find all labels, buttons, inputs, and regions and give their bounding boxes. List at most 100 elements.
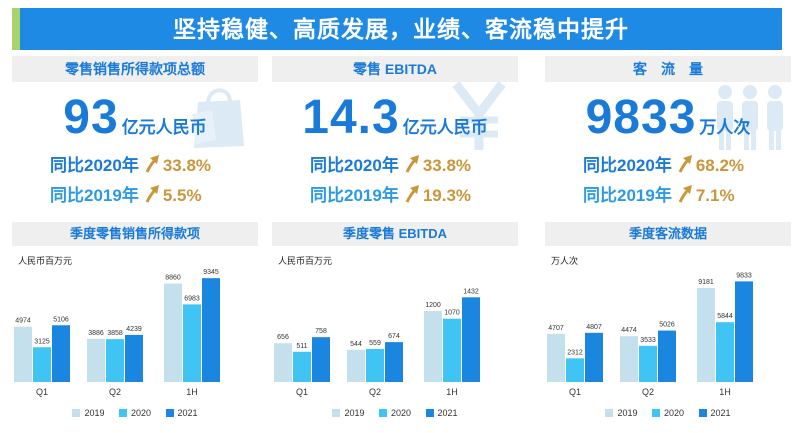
kpi-row-vs-2020: 同比2020年 33.8% [310, 154, 471, 178]
legend-label: 2020 [130, 408, 152, 418]
x-tick-label: Q1 [36, 387, 48, 397]
comparison-label: 同比2019年 [583, 186, 672, 205]
comparison-label: 同比2020年 [583, 156, 672, 175]
data-label: 9345 [203, 269, 219, 276]
x-tick-label: Q1 [569, 387, 581, 397]
x-tick-label: Q2 [109, 387, 121, 397]
kpi-unit: 万人次 [699, 118, 751, 137]
data-label: 674 [388, 333, 400, 340]
bar-q2-2019 [620, 336, 638, 382]
data-label: 511 [296, 343, 307, 350]
comparison-label: 同比2019年 [310, 186, 399, 205]
data-label: 9833 [736, 272, 752, 279]
chart-title: 季度客流数据 [545, 222, 791, 246]
page-title: 坚持稳健、高质发展，业绩、客流稳中提升 [173, 16, 629, 42]
data-label: 4807 [586, 324, 602, 331]
bar-1h-2020 [183, 304, 201, 382]
chart-panel-quarterly-traffic: 季度客流数据 万人次 4707 2312 4807 Q1 4474 3533 5026 Q2 9… [545, 222, 791, 430]
bar-q2-2019 [347, 349, 365, 382]
legend-label: 2021 [437, 408, 458, 418]
legend-label: 2020 [390, 408, 412, 418]
chart-legend: 2019 2020 2021 [272, 408, 518, 418]
comparison-label: 同比2020年 [50, 156, 139, 175]
data-label: 5106 [53, 316, 69, 323]
data-label: 544 [350, 341, 362, 348]
bar-q1-2019 [14, 326, 32, 382]
kpi-value: 9833 [585, 91, 697, 144]
x-tick-label: Q2 [369, 387, 381, 397]
data-label: 1432 [463, 288, 479, 295]
up-arrow-icon [405, 155, 419, 173]
bar-q1-2021 [312, 337, 330, 382]
chart-legend: 2019 2020 2021 [545, 408, 791, 418]
x-tick-label: 1H [446, 387, 458, 397]
bar-q2-2020 [639, 345, 657, 382]
chart-unit-label: 人民币百万元 [278, 256, 333, 266]
bar-1h-2020 [443, 318, 461, 382]
data-label: 1200 [425, 302, 441, 309]
bar-q2-2021 [658, 330, 676, 382]
up-arrow-icon [678, 185, 692, 203]
data-label: 6983 [184, 295, 200, 302]
legend-item-2019: 2019 [72, 408, 104, 418]
kpi-value: 14.3 [302, 91, 400, 144]
chart-unit-label: 人民币百万元 [18, 256, 73, 266]
data-label: 3886 [88, 330, 104, 337]
bar-q1-2020 [33, 347, 51, 382]
data-label: 3533 [640, 337, 656, 344]
kpi-panel-customer-traffic: 客 流 量 9833 万人次 同比2020年 68.2% 同比2019年 7.1% [545, 56, 791, 216]
kpi-panel-retail-sales: 零售销售所得款项总额 93 亿元人民币 同比2020年 33.8% 同比2019年 5… [12, 56, 258, 216]
yuan-icon [452, 81, 506, 150]
kpi-row-vs-2019: 同比2019年 7.1% [583, 184, 735, 208]
legend-label: 2021 [710, 408, 731, 418]
x-tick-label: 1H [186, 387, 198, 397]
chart-title: 季度零售 EBITDA [272, 222, 518, 246]
comparison-percent: 33.8% [422, 156, 472, 175]
kpi-panel-retail-ebitda: 零售 EBITDA 14.3 亿元人民币 同比2020年 33.8% 同比2019年… [272, 56, 518, 216]
bar-q2-2021 [125, 334, 143, 382]
data-label: 4239 [126, 326, 142, 333]
data-label: 656 [277, 334, 289, 341]
up-arrow-icon [145, 155, 159, 173]
data-label: 3125 [34, 338, 50, 345]
kpi-unit: 亿元人民币 [402, 118, 488, 137]
kpi-value-block: 93 亿元人民币 [12, 90, 258, 144]
kpi-value-block: 14.3 亿元人民币 [272, 90, 518, 144]
data-label: 4707 [548, 325, 564, 332]
data-label: 5844 [717, 313, 733, 320]
kpi-unit: 亿元人民币 [121, 118, 207, 137]
legend-item-2020: 2020 [651, 408, 684, 418]
bar-q2-2021 [385, 342, 403, 382]
bar-q2-2019 [87, 338, 105, 382]
chart-title: 季度零售销售所得款项 [12, 222, 258, 246]
chart-legend: 2019 2020 2021 [12, 408, 258, 418]
kpi-header: 零售 EBITDA [272, 56, 518, 82]
bar-q2-2020 [366, 348, 384, 382]
bar-1h-2021 [202, 278, 220, 382]
legend-label: 2019 [617, 408, 638, 418]
bar-q2-2020 [106, 339, 124, 382]
kpi-row-vs-2020: 同比2020年 68.2% [583, 154, 744, 178]
bar-q1-2021 [52, 325, 70, 382]
data-label: 758 [315, 328, 327, 335]
bar-q1-2019 [274, 343, 292, 382]
kpi-row-vs-2020: 同比2020年 33.8% [50, 154, 211, 178]
legend-label: 2019 [84, 408, 105, 418]
legend-label: 2019 [344, 408, 365, 418]
comparison-percent: 19.3% [422, 186, 472, 205]
comparison-percent: 33.8% [162, 156, 212, 175]
data-label: 2312 [567, 349, 583, 356]
comparison-percent: 68.2% [695, 156, 745, 175]
kpi-header: 客 流 量 [545, 56, 791, 82]
x-tick-label: Q2 [642, 387, 654, 397]
kpi-value: 93 [63, 91, 119, 144]
bar-1h-2021 [735, 281, 753, 382]
legend-item-2019: 2019 [605, 408, 637, 418]
data-label: 4474 [621, 327, 637, 334]
up-arrow-icon [145, 185, 159, 203]
bar-1h-2021 [462, 297, 480, 382]
data-label: 8860 [165, 275, 181, 282]
